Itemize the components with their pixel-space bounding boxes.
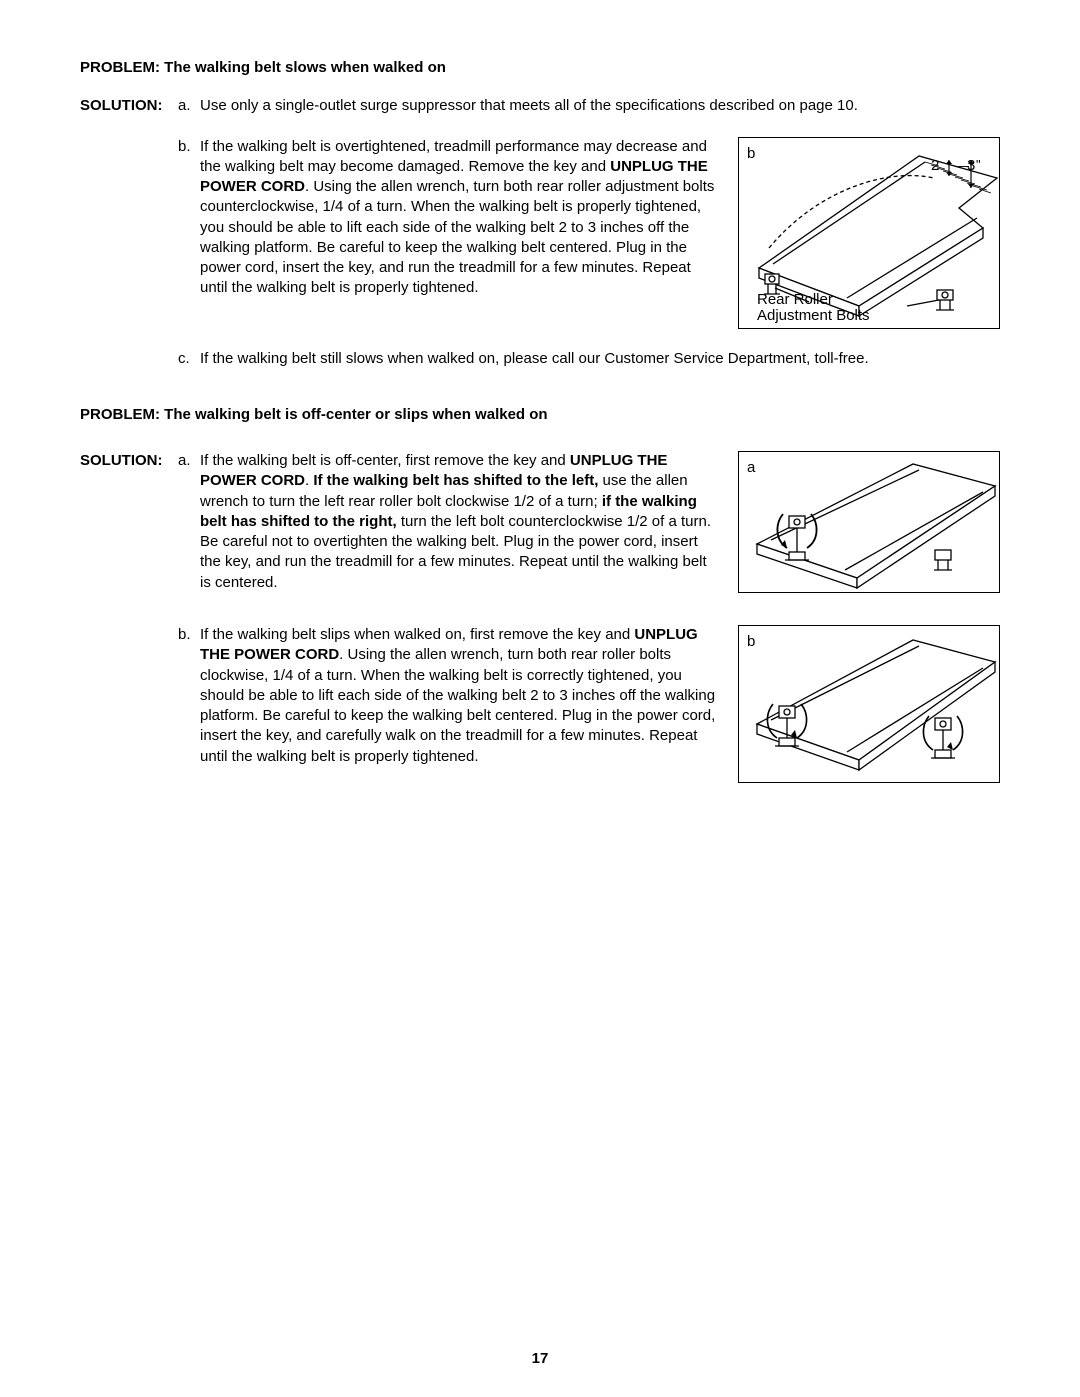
solution-label: SOLUTION: (80, 451, 178, 471)
solution-1a-text: Use only a single-outlet surge suppresso… (200, 96, 1000, 116)
figure-1b: b 2 — 3 " Rear Roller Adjustment Bolts (738, 137, 1000, 329)
solution-1c-text: If the walking belt still slows when wal… (200, 349, 1000, 369)
list-letter: a. (178, 96, 200, 116)
treadmill-rear-single-bolt-icon (739, 452, 1001, 594)
problem-label: PROBLEM: (80, 406, 160, 423)
list-letter: b. (178, 625, 200, 645)
problem-title: The walking belt slows when walked on (164, 59, 446, 76)
figure-dim-3: 3 (967, 156, 975, 176)
list-letter: a. (178, 451, 200, 471)
solution-label: SOLUTION: (80, 96, 178, 116)
figure-dim-2: 2 (931, 156, 939, 176)
solution-1b-row: b. If the walking belt is overtightened,… (80, 137, 1000, 329)
solution-2b-text: If the walking belt slips when walked on… (200, 625, 720, 767)
solution-1a-row: SOLUTION: a. Use only a single-outlet su… (80, 96, 1000, 116)
problem-2-heading: PROBLEM: The walking belt is off-center … (80, 405, 1000, 425)
figure-panel-label: b (747, 632, 755, 652)
problem-label: PROBLEM: (80, 59, 160, 76)
list-letter: b. (178, 137, 200, 157)
treadmill-rear-both-bolts-icon (739, 626, 1001, 784)
solution-2a-row: SOLUTION: a. If the walking belt is off-… (80, 451, 1000, 593)
problem-1-heading: PROBLEM: The walking belt slows when wal… (80, 58, 1000, 78)
list-letter: c. (178, 349, 200, 369)
figure-2b: b (738, 625, 1000, 783)
page-number: 17 (0, 1349, 1080, 1369)
solution-1b-text: If the walking belt is overtightened, tr… (200, 137, 720, 299)
figure-2a: a (738, 451, 1000, 593)
figure-panel-label: b (747, 144, 755, 164)
problem-title: The walking belt is off-center or slips … (164, 406, 547, 423)
solution-2a-text: If the walking belt is off-center, first… (200, 451, 720, 593)
solution-1c-row: c. If the walking belt still slows when … (80, 349, 1000, 369)
figure-caption-2: Adjustment Bolts (757, 306, 870, 326)
solution-2b-row: b. If the walking belt slips when walked… (80, 625, 1000, 783)
figure-panel-label: a (747, 458, 755, 478)
